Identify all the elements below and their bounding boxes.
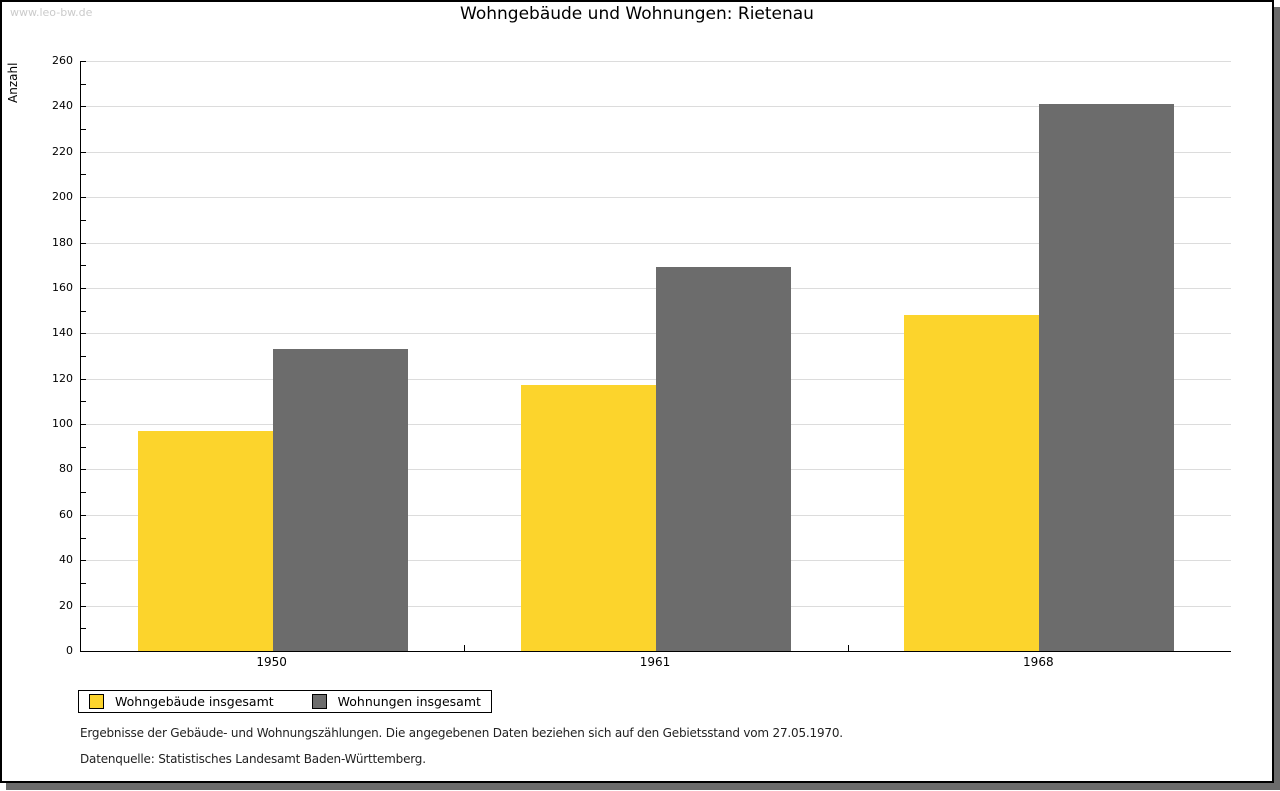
x-boundary-tick [464, 645, 465, 651]
y-tick-minor [81, 538, 86, 539]
x-axis-labels: 1950 1961 1968 [80, 655, 1230, 669]
legend: Wohngebäude insgesamt Wohnungen insgesam… [78, 690, 492, 713]
y-gridline [81, 243, 1231, 244]
legend-item-wohngebaeude: Wohngebäude insgesamt [89, 694, 274, 709]
footnote-line-1: Ergebnisse der Gebäude- und Wohnungszähl… [80, 726, 843, 740]
plot-area: 0 20 40 60 80 100 120 140 160 180 200 220 240 260 [52, 55, 1231, 657]
bar-1961-series-0 [521, 385, 656, 651]
y-tick-minor [81, 220, 86, 221]
y-tick-minor [81, 628, 86, 629]
y-tick-minor [81, 174, 86, 175]
y-tick-minor [81, 129, 86, 130]
y-tick-minor [81, 447, 86, 448]
y-tick-minor [81, 356, 86, 357]
y-tick-minor [81, 583, 86, 584]
y-tick-minor [81, 492, 86, 493]
y-tick-label: 260 [52, 54, 73, 67]
legend-label: Wohnungen insgesamt [337, 694, 481, 709]
legend-swatch-gray [311, 694, 327, 709]
y-tick-label: 120 [52, 372, 73, 385]
y-tick-label: 140 [52, 326, 73, 339]
y-tick-major [81, 152, 86, 153]
bar-1968-series-1 [1039, 104, 1174, 651]
y-tick-major [81, 606, 86, 607]
y-tick-label: 160 [52, 281, 73, 294]
x-tick-label-1968: 1968 [1023, 655, 1054, 669]
y-tick-major [81, 469, 86, 470]
y-tick-minor [81, 84, 86, 85]
y-tick-label: 100 [52, 417, 73, 430]
y-tick-major [81, 288, 86, 289]
y-tick-minor [81, 311, 86, 312]
y-axis-title: Anzahl [6, 62, 20, 103]
y-tick-minor [81, 265, 86, 266]
y-tick-major [81, 243, 86, 244]
y-tick-label: 20 [59, 599, 73, 612]
footnote-line-2: Datenquelle: Statistisches Landesamt Bad… [80, 752, 426, 766]
y-tick-label: 220 [52, 145, 73, 158]
y-tick-label: 60 [59, 508, 73, 521]
x-tick-label-1961: 1961 [639, 655, 671, 669]
y-gridline [81, 106, 1231, 107]
y-tick-label: 0 [66, 644, 73, 657]
y-tick-major [81, 379, 86, 380]
y-tick-label: 40 [59, 553, 73, 566]
x-boundary-tick [848, 645, 849, 651]
legend-item-wohnungen: Wohnungen insgesamt [311, 694, 481, 709]
bar-1961-series-1 [656, 267, 791, 651]
y-gridline [81, 152, 1231, 153]
legend-label: Wohngebäude insgesamt [115, 694, 274, 709]
y-tick-minor [81, 401, 86, 402]
y-gridline [81, 61, 1231, 62]
y-tick-major [81, 333, 86, 334]
y-tick-major [81, 197, 86, 198]
x-tick-label-1950: 1950 [256, 655, 287, 669]
y-tick-major [81, 560, 86, 561]
y-tick-major [81, 106, 86, 107]
watermark-url: www.leo-bw.de [10, 6, 93, 19]
y-tick-major [81, 424, 86, 425]
bar-1950-series-1 [273, 349, 408, 651]
chart-title: Wohngebäude und Wohnungen: Rietenau [460, 4, 814, 24]
y-tick-major [81, 61, 86, 62]
y-tick-label: 80 [59, 462, 73, 475]
y-gridline [81, 197, 1231, 198]
y-tick-label: 180 [52, 236, 73, 249]
legend-swatch-yellow [89, 694, 104, 709]
y-tick-major [81, 515, 86, 516]
y-tick-label: 200 [52, 190, 73, 203]
bar-1968-series-0 [904, 315, 1039, 651]
bar-1950-series-0 [138, 431, 273, 651]
y-tick-label: 240 [52, 99, 73, 112]
